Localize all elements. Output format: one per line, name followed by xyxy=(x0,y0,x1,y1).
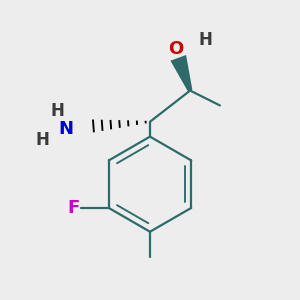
Text: H: H xyxy=(50,102,64,120)
Text: N: N xyxy=(59,120,74,138)
Polygon shape xyxy=(170,55,192,92)
Text: H: H xyxy=(198,31,212,49)
Text: H: H xyxy=(35,130,49,148)
Text: O: O xyxy=(168,40,183,58)
Text: F: F xyxy=(67,199,79,217)
